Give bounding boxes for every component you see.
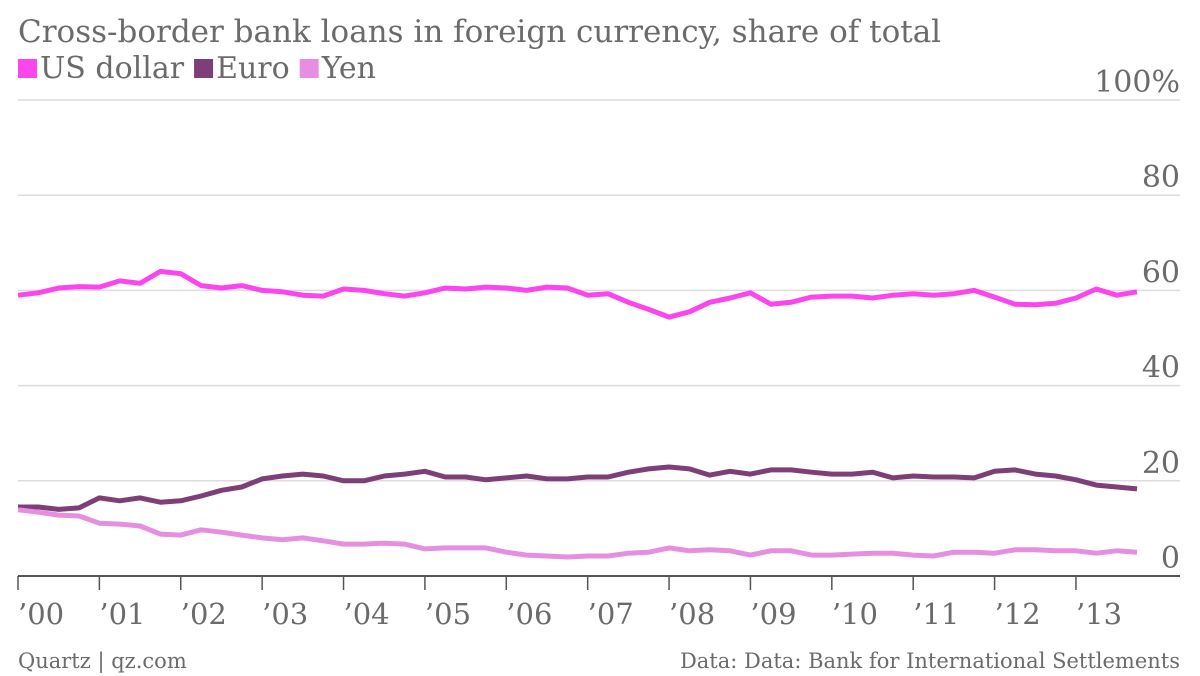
legend-label: Yen (321, 51, 376, 86)
x-tick-label: ’00 (18, 597, 64, 631)
line-series (17, 507, 1138, 560)
y-tick-label: 40 (1142, 351, 1180, 386)
y-tick-label: 100% (1094, 65, 1180, 100)
x-tick-label: ’11 (913, 597, 959, 631)
legend-label: US dollar (40, 51, 185, 86)
y-tick-label: 20 (1142, 446, 1180, 481)
x-tick-label: ’05 (425, 597, 471, 631)
x-tick-label: ’01 (99, 597, 145, 631)
x-tick-label: ’10 (832, 597, 878, 631)
legend-label: Euro (216, 51, 290, 86)
x-tick-label: ’03 (262, 597, 308, 631)
y-tick-label: 60 (1142, 255, 1180, 290)
x-tick-label: ’07 (588, 597, 634, 631)
source-left: Quartz | qz.com (18, 649, 187, 674)
x-tick-label: ’13 (1076, 597, 1122, 631)
source-right: Data: Data: Bank for International Settl… (680, 649, 1180, 673)
x-tick-label: ’09 (750, 597, 796, 631)
x-tick-label: ’06 (506, 597, 552, 631)
legend-swatch (299, 59, 319, 78)
line-series (18, 464, 1138, 512)
chart-title: Cross-border bank loans in foreign curre… (18, 14, 941, 50)
x-tick-label: ’04 (344, 597, 390, 631)
legend-swatch (18, 59, 37, 78)
line-series (17, 268, 1138, 320)
x-tick-label: ’08 (669, 597, 715, 631)
x-tick-label: ’12 (995, 597, 1041, 631)
y-tick-label: 80 (1142, 160, 1180, 195)
x-tick-label: ’02 (181, 597, 227, 631)
y-tick-label: 0 (1161, 541, 1180, 576)
legend-swatch (194, 59, 214, 78)
